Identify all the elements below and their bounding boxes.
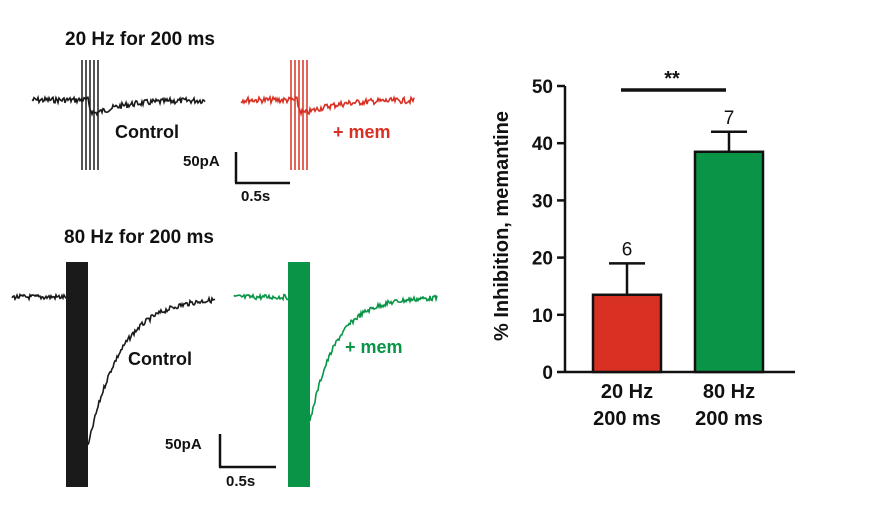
- x-tick-label-0: 20 Hz: [601, 381, 653, 403]
- scale-bar-bottom: [218, 434, 276, 469]
- x-tick-label-1: 200 ms: [695, 408, 763, 430]
- mem-20hz-current-trace: [240, 94, 415, 118]
- x-tick-label-1: 80 Hz: [703, 381, 755, 403]
- significance-label: **: [664, 68, 680, 90]
- label-control-20hz: Control: [115, 122, 179, 142]
- trace-80hz-control: [11, 262, 216, 487]
- control-80hz-stim-block: [66, 262, 88, 487]
- y-tick-label: 40: [532, 134, 553, 155]
- trace-80hz-memantine: [233, 262, 438, 487]
- bar-0: [591, 293, 663, 374]
- scale-bar-top: [234, 152, 290, 185]
- y-tick-label: 50: [532, 77, 553, 98]
- y-tick-label: 30: [532, 191, 553, 212]
- mem-80hz-baseline-trace: [233, 292, 288, 302]
- mem-80hz-decay-trace: [309, 294, 438, 421]
- n-label-1: 7: [724, 108, 735, 129]
- n-label-0: 6: [622, 239, 633, 260]
- control-80hz-decay-trace: [87, 295, 216, 446]
- label-mem-20hz: + mem: [333, 122, 391, 142]
- y-tick-label: 0: [542, 363, 553, 384]
- scale-current-top: 50pA: [183, 153, 220, 170]
- scale-time-bottom: 0.5s: [226, 473, 256, 490]
- scale-time-top: 0.5s: [241, 188, 271, 205]
- x-tick-label-0: 200 ms: [593, 408, 661, 430]
- trace-20hz-memantine: [240, 60, 415, 170]
- bar-1: [693, 150, 765, 374]
- panel-title-20hz: 20 Hz for 200 ms: [65, 29, 215, 50]
- mem-80hz-stim-block: [288, 262, 310, 487]
- y-tick-label: 20: [532, 249, 553, 270]
- control-80hz-baseline-trace: [11, 292, 67, 302]
- label-control-80hz: Control: [128, 349, 192, 369]
- control-20hz-current-trace: [31, 94, 206, 117]
- scale-current-bottom: 50pA: [165, 436, 202, 453]
- panel-title-80hz: 80 Hz for 200 ms: [64, 227, 214, 248]
- bar-chart: 0 10 20 30 40 50 % Inhibition, memantine 6 20 Hz…: [491, 68, 795, 430]
- y-tick-label: 10: [532, 306, 553, 327]
- trace-20hz-control: [31, 60, 206, 170]
- y-axis-label: % Inhibition, memantine: [491, 111, 513, 341]
- label-mem-80hz: + mem: [345, 337, 403, 357]
